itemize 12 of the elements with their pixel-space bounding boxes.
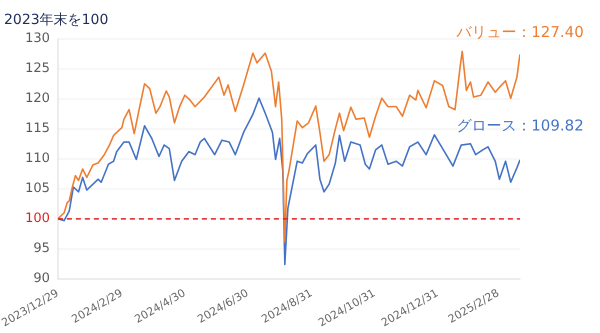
chart-title: 2023年末を100 <box>4 12 108 28</box>
annotation: グロース：109.82 <box>456 116 584 134</box>
y-tick-label: 95 <box>33 241 50 256</box>
y-tick-label: 130 <box>25 31 50 46</box>
y-tick-label: 100 <box>25 211 50 226</box>
y-tick-label: 120 <box>25 91 50 106</box>
annotation: バリュー：127.40 <box>455 22 584 41</box>
y-tick-label: 125 <box>25 61 50 76</box>
y-tick-label: 110 <box>25 151 50 166</box>
y-tick-label: 105 <box>25 181 50 196</box>
y-tick-label: 115 <box>25 121 50 136</box>
y-tick-label: 90 <box>33 271 50 286</box>
